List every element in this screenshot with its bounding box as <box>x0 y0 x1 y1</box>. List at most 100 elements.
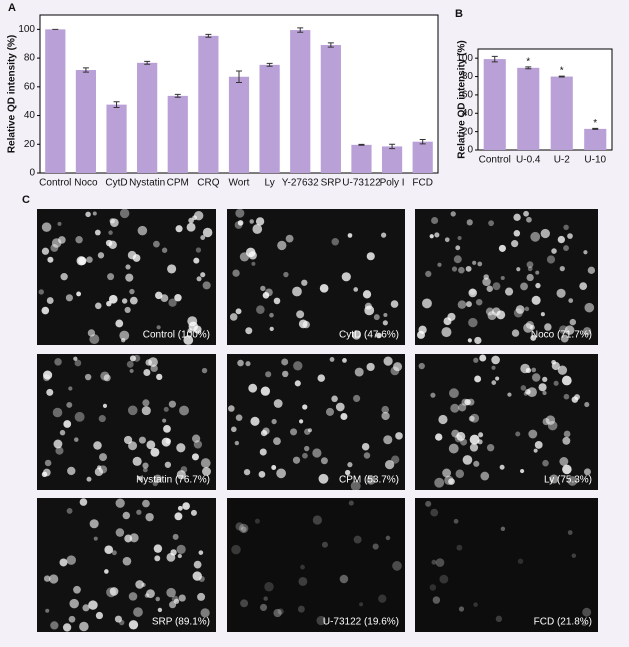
cell <box>176 443 186 453</box>
cell <box>174 512 183 521</box>
cell <box>515 431 521 437</box>
cell <box>470 413 480 423</box>
y-tick-label: 20 <box>462 126 474 137</box>
cell <box>583 250 588 255</box>
cell <box>249 219 254 224</box>
cell <box>92 211 97 216</box>
cell <box>364 305 375 316</box>
cell <box>292 456 301 464</box>
cell <box>531 367 537 373</box>
cell <box>434 232 440 238</box>
cell <box>529 324 535 331</box>
cell <box>105 239 113 247</box>
cell <box>182 502 190 510</box>
cell <box>237 220 244 226</box>
cell <box>300 564 305 570</box>
error-bar <box>592 127 599 130</box>
cell <box>557 365 568 375</box>
cell <box>458 403 467 412</box>
cell <box>49 574 59 584</box>
cell <box>498 244 506 252</box>
cell <box>546 255 556 264</box>
cell <box>142 462 149 469</box>
cell <box>108 230 113 235</box>
cell <box>304 445 310 452</box>
cell <box>111 550 117 556</box>
cell <box>477 261 483 267</box>
micrograph: SRP (89.1%) <box>37 498 216 632</box>
cell <box>191 434 201 443</box>
cell <box>384 459 395 470</box>
cell <box>530 231 541 242</box>
cell <box>453 255 462 264</box>
error-bar <box>558 75 565 78</box>
cell <box>198 575 205 583</box>
cell <box>563 245 569 252</box>
cell <box>229 313 238 321</box>
cell <box>467 338 472 343</box>
cell <box>458 266 465 274</box>
cell <box>376 332 382 339</box>
cell <box>153 544 163 553</box>
cell <box>60 273 68 281</box>
panel-label: C <box>22 194 30 206</box>
cell <box>462 455 473 465</box>
cell <box>534 440 543 449</box>
cell <box>125 264 131 270</box>
image-background <box>415 209 598 345</box>
cell <box>504 287 514 296</box>
cell <box>363 452 371 459</box>
cell <box>455 245 461 251</box>
cell <box>478 432 484 438</box>
cell <box>435 433 443 441</box>
micrograph: FCD (21.8%) <box>415 498 598 632</box>
cell <box>174 293 182 302</box>
cell <box>298 576 308 586</box>
cell <box>195 247 202 253</box>
cell <box>97 252 105 259</box>
cell <box>153 240 160 248</box>
cell <box>312 448 322 458</box>
cell <box>122 556 132 566</box>
cell <box>366 362 375 372</box>
error-bar <box>174 93 181 98</box>
bar <box>75 70 97 173</box>
bar <box>320 45 341 173</box>
cell <box>235 208 245 218</box>
cell <box>127 405 138 416</box>
y-tick-label: 80 <box>462 71 474 82</box>
cell <box>444 237 450 243</box>
y-tick-label: 60 <box>462 90 474 101</box>
cell <box>373 314 380 321</box>
cell <box>391 455 400 464</box>
cell <box>157 607 163 613</box>
bar <box>45 29 66 174</box>
cell <box>177 553 182 559</box>
bar <box>381 146 403 173</box>
y-tick-label: 0 <box>467 145 473 156</box>
cell <box>359 602 364 607</box>
cell <box>95 302 102 310</box>
error-bar <box>205 33 212 38</box>
cell <box>163 406 169 412</box>
error-bar <box>266 62 273 67</box>
cell <box>66 401 73 408</box>
error-bar <box>144 60 151 65</box>
cell <box>561 375 572 386</box>
micrograph: CytD (47.6%) <box>227 208 405 345</box>
cell <box>465 265 472 272</box>
cell <box>193 257 200 264</box>
image-caption: Noco (71.7%) <box>531 330 592 341</box>
cell <box>260 285 266 292</box>
cell <box>526 216 532 223</box>
cell <box>75 236 83 244</box>
cell <box>296 310 305 319</box>
cell <box>283 271 289 278</box>
cell <box>277 608 284 615</box>
cell <box>362 290 372 299</box>
cell <box>197 592 206 601</box>
cell <box>277 240 287 251</box>
cell <box>347 462 353 468</box>
cell <box>439 574 449 584</box>
cell <box>234 440 240 446</box>
